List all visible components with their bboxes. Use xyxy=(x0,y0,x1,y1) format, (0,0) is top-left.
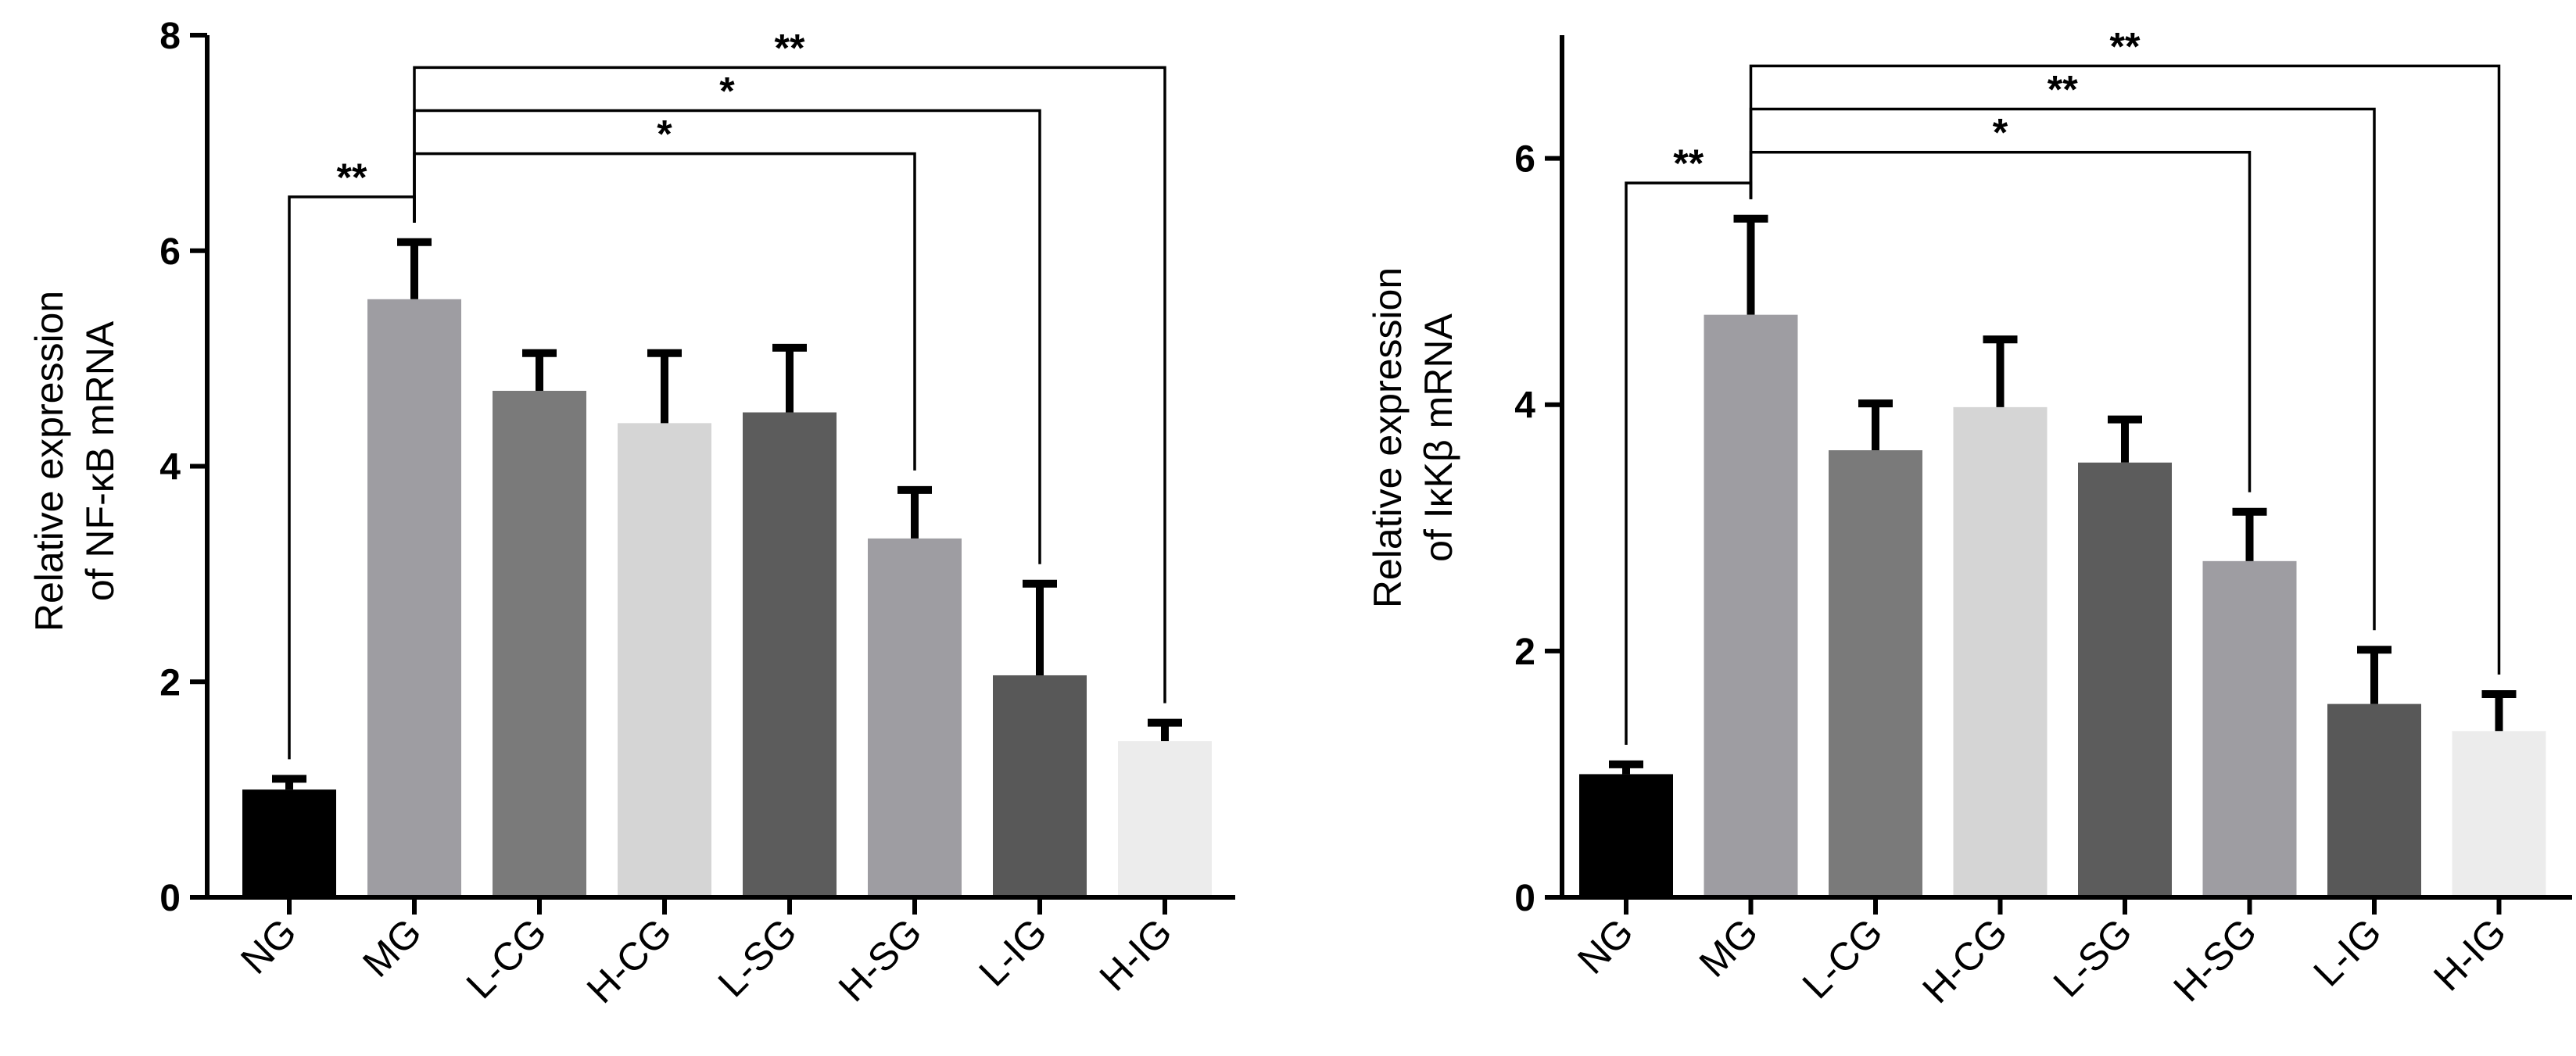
y-tick-label: 4 xyxy=(1514,385,1535,427)
significance-bracket xyxy=(1749,64,2501,675)
bar-l-cg xyxy=(1829,450,1922,897)
y-axis-title-line-1: Relative expression xyxy=(27,291,71,632)
x-tick-label-l-sg: L-SG xyxy=(2045,910,2141,1005)
bar-l-ig xyxy=(2327,703,2421,897)
y-tick-label: 6 xyxy=(159,231,181,273)
x-tick-label-mg: MG xyxy=(354,910,430,986)
x-tick-label-ng: NG xyxy=(1569,910,1642,983)
x-tick-label-l-cg: L-CG xyxy=(458,910,555,1007)
y-tick-label: 0 xyxy=(159,878,181,919)
y-tick-label: 8 xyxy=(159,16,181,57)
significance-label: * xyxy=(719,70,735,113)
significance-bracket xyxy=(413,66,1166,703)
bar-h-cg xyxy=(618,423,711,897)
bar-ng xyxy=(242,789,336,897)
bar-l-cg xyxy=(493,390,586,897)
bar-l-ig xyxy=(993,675,1087,897)
bar-h-sg xyxy=(2202,560,2297,897)
y-tick-label: 2 xyxy=(1514,632,1535,673)
y-axis-title-line-2: of IκKβ mRNA xyxy=(1417,313,1460,562)
x-tick-label-l-ig: L-IG xyxy=(970,910,1055,994)
significance-label: ** xyxy=(2048,68,2078,112)
bar-ng xyxy=(1579,774,1673,897)
y-axis-title-line-2: of NF-κB mRNA xyxy=(78,320,122,601)
x-tick-label-h-sg: H-SG xyxy=(830,910,930,1010)
y-tick-label: 4 xyxy=(159,447,181,489)
x-tick-label-h-ig: H-IG xyxy=(1091,910,1181,999)
y-axis-title-line-1: Relative expression xyxy=(1366,267,1410,608)
x-tick-label-h-cg: H-CG xyxy=(579,910,680,1011)
bar-h-sg xyxy=(868,538,962,897)
x-tick-label-l-ig: L-IG xyxy=(2305,910,2389,994)
bar-l-sg xyxy=(743,412,837,897)
y-tick-label: 2 xyxy=(159,662,181,703)
bar-mg xyxy=(1704,314,1798,897)
y-tick-label: 6 xyxy=(1514,139,1535,181)
bar-mg xyxy=(367,299,461,897)
significance-label: ** xyxy=(1673,141,1704,185)
x-tick-label-h-sg: H-SG xyxy=(2165,910,2265,1010)
significance-label: ** xyxy=(337,156,367,199)
bar-h-ig xyxy=(2452,731,2546,897)
x-tick-label-l-sg: L-SG xyxy=(710,910,805,1005)
significance-label: ** xyxy=(2110,24,2141,68)
bar-h-cg xyxy=(1953,406,2048,897)
chart-2: 0 2 4 6 NG MG L-CG H-CG L-SG H-SG L-IG H-IG Relative… xyxy=(1366,24,2572,1011)
x-tick-label-h-cg: H-CG xyxy=(1914,910,2015,1011)
x-tick-label-mg: MG xyxy=(1691,910,1767,986)
bar-h-ig xyxy=(1118,741,1212,897)
chart-1: 0 2 4 6 8 NG MG L-CG H-CG L-SG H-SG L-IG H-IG Relativ… xyxy=(27,16,1235,1011)
significance-label: * xyxy=(657,113,672,156)
x-tick-label-l-cg: L-CG xyxy=(1794,910,1891,1007)
significance-label: ** xyxy=(775,26,805,70)
x-tick-label-ng: NG xyxy=(232,910,305,983)
x-tick-label-h-ig: H-IG xyxy=(2425,910,2514,999)
significance-label: * xyxy=(1993,111,2008,155)
bar-l-sg xyxy=(2078,462,2172,897)
y-tick-label: 0 xyxy=(1514,878,1535,919)
